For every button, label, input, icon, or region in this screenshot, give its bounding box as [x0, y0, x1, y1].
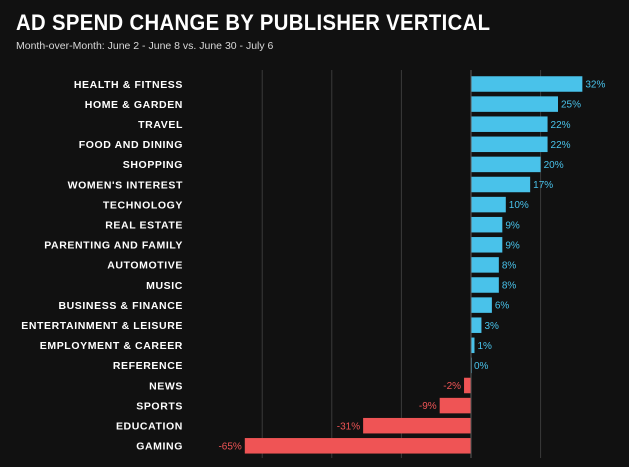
category-label: AUTOMOTIVE: [107, 260, 183, 272]
bar: [471, 257, 499, 273]
category-label: WOMEN'S INTEREST: [68, 179, 183, 191]
bar: [471, 237, 503, 253]
category-label: SHOPPING: [123, 159, 183, 171]
category-label: TECHNOLOGY: [103, 199, 183, 211]
category-label: GAMING: [136, 441, 183, 453]
bar: [471, 196, 506, 213]
bar: [471, 76, 583, 92]
data-label: 8%: [502, 261, 517, 272]
data-label: 17%: [533, 180, 553, 191]
bar: [471, 337, 475, 354]
category-label: NEWS: [149, 380, 183, 392]
bar: [471, 156, 541, 173]
bar: [471, 136, 548, 153]
category-label: BUSINESS & FINANCE: [58, 300, 183, 312]
chart-subtitle: Month-over-Month: June 2 - June 8 vs. Ju…: [16, 40, 274, 52]
bar: [471, 96, 558, 112]
data-label: 0%: [474, 361, 489, 372]
data-label: -65%: [218, 441, 241, 452]
data-label: 6%: [495, 301, 510, 312]
category-label: MUSIC: [146, 280, 183, 292]
category-label: REFERENCE: [113, 360, 183, 372]
data-label: 3%: [484, 321, 499, 332]
bar: [471, 297, 492, 313]
category-label: FOOD AND DINING: [79, 139, 183, 151]
data-label: 8%: [502, 281, 517, 292]
category-label: SPORTS: [136, 400, 183, 412]
category-label: PARENTING AND FAMILY: [44, 240, 183, 252]
data-label: 32%: [585, 80, 605, 91]
bar: [471, 277, 499, 293]
category-label: EDUCATION: [116, 421, 183, 433]
bar: [471, 116, 548, 132]
bar: [439, 397, 471, 414]
bar: [464, 377, 471, 394]
bar: [471, 317, 482, 333]
category-label: EMPLOYMENT & CAREER: [40, 340, 183, 352]
category-label: REAL ESTATE: [105, 220, 183, 232]
data-label: 20%: [544, 160, 564, 171]
category-label: ENTERTAINMENT & LEISURE: [21, 320, 183, 332]
data-label: -31%: [337, 421, 360, 432]
data-label: 1%: [477, 341, 492, 352]
data-label: 22%: [551, 120, 571, 131]
data-label: 25%: [561, 100, 581, 111]
chart-title: AD SPEND CHANGE BY PUBLISHER VERTICAL: [16, 10, 491, 35]
data-label: 9%: [505, 240, 520, 251]
category-label: HEALTH & FITNESS: [74, 79, 183, 91]
data-label: 22%: [551, 140, 571, 151]
data-label: -9%: [419, 401, 437, 412]
bar: [471, 176, 531, 193]
category-label: TRAVEL: [138, 119, 183, 131]
bar: [363, 417, 471, 434]
bar: [244, 438, 471, 454]
category-label: HOME & GARDEN: [85, 99, 183, 111]
data-label: 10%: [509, 200, 529, 211]
data-label: 9%: [505, 220, 520, 231]
data-label: -2%: [443, 381, 461, 392]
bar: [471, 216, 503, 233]
